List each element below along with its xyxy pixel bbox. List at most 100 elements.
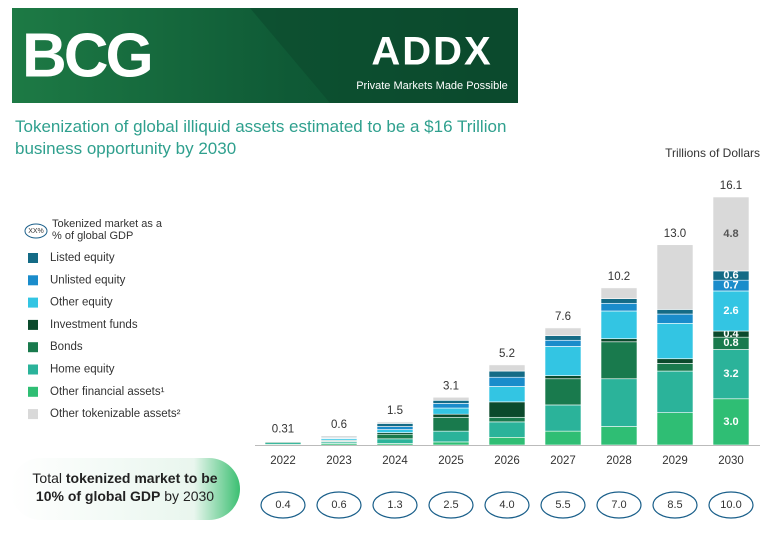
- bar-segment: [657, 363, 693, 371]
- legend-label: Other tokenizable assets²: [50, 408, 181, 420]
- total-label: 0.6: [331, 419, 347, 431]
- callout-line2: 10% of global GDP by 2030: [36, 488, 214, 504]
- x-tick-label: 2025: [438, 455, 464, 467]
- bar-segment: [377, 430, 413, 433]
- bar-segment: [433, 403, 469, 408]
- callout-bold: 10% of global GDP: [36, 488, 160, 504]
- x-tick-label: 2022: [270, 455, 296, 467]
- gdp-legend-icon-text: XX%: [28, 228, 44, 235]
- segment-label: 4.8: [723, 228, 738, 240]
- gdp-label: 8.5: [667, 499, 682, 511]
- bar-segment: [377, 434, 413, 439]
- bar-segment: [601, 342, 637, 379]
- bar-segment: [601, 311, 637, 339]
- legend-swatch: [28, 409, 38, 419]
- bcg-logo: BCG: [22, 21, 151, 90]
- legend-swatch: [28, 320, 38, 330]
- total-label: 5.2: [499, 348, 515, 360]
- bar-segment: [433, 417, 469, 431]
- legend-swatch: [28, 275, 38, 285]
- legend-label: Unlisted equity: [50, 274, 126, 286]
- legend-label: Investment funds: [50, 319, 138, 331]
- bar-segment: [657, 314, 693, 323]
- bar-segment: [545, 328, 581, 336]
- bar-segment: [433, 408, 469, 414]
- bar-segment: [489, 402, 525, 417]
- bar-segment: [545, 346, 581, 375]
- gdp-label: 7.0: [611, 499, 626, 511]
- bar-segment: [545, 336, 581, 341]
- bar-segment: [433, 442, 469, 445]
- callout-text: by 2030: [160, 488, 214, 504]
- legend-swatch: [28, 365, 38, 375]
- total-label: 10.2: [608, 271, 630, 283]
- bar-segment: [601, 303, 637, 311]
- gdp-label: 1.3: [387, 499, 402, 511]
- bar-segment: [545, 405, 581, 431]
- callout-line1: Total tokenized market to be: [32, 470, 217, 486]
- bar-segment: [321, 436, 357, 438]
- chart-title: Tokenization of global illiquid assets e…: [15, 117, 506, 158]
- gdp-label: 2.5: [443, 499, 458, 511]
- x-tick-label: 2028: [606, 455, 632, 467]
- total-label: 1.5: [387, 405, 403, 417]
- bar-segment: [377, 439, 413, 444]
- x-tick-label: 2026: [494, 455, 520, 467]
- legend-label: Listed equity: [50, 252, 115, 264]
- callout-text: Total: [32, 470, 65, 486]
- bar-segment: [545, 340, 581, 346]
- gdp-label: 4.0: [499, 499, 514, 511]
- bar-segment: [377, 423, 413, 426]
- bar-segment: [545, 379, 581, 405]
- bar-segment: [657, 371, 693, 413]
- x-tick-label: 2023: [326, 455, 352, 467]
- segment-label: 3.0: [723, 416, 738, 428]
- x-tick-label: 2029: [662, 455, 688, 467]
- bar-segment: [545, 431, 581, 445]
- legend-label: Other equity: [50, 297, 113, 309]
- total-label: 3.1: [443, 380, 459, 392]
- bar-segment: [433, 397, 469, 400]
- bar-segment: [657, 323, 693, 358]
- bar-segment: [489, 377, 525, 386]
- segment-label: 2.6: [723, 305, 738, 317]
- total-label: 7.6: [555, 311, 571, 323]
- bar-segment: [489, 437, 525, 445]
- bar-segment: [433, 431, 469, 442]
- bar-segment: [601, 427, 637, 445]
- legend-swatch: [28, 342, 38, 352]
- bar-segment: [377, 427, 413, 430]
- total-label: 16.1: [720, 180, 742, 192]
- bar-segment: [433, 400, 469, 403]
- callout-bold: tokenized market to be: [66, 470, 218, 486]
- legend-label: Other financial assets¹: [50, 386, 165, 398]
- unit-label: Trillions of Dollars: [665, 146, 760, 160]
- legend-label: Bonds: [50, 341, 83, 353]
- bar-segment: [489, 417, 525, 422]
- bar-segment: [657, 413, 693, 445]
- bar-segment: [545, 376, 581, 379]
- addx-logo: ADDX: [371, 30, 492, 74]
- bar-segment: [489, 371, 525, 377]
- x-tick-label: 2027: [550, 455, 576, 467]
- bar-segment: [601, 288, 637, 299]
- legend-swatch: [28, 298, 38, 308]
- gdp-legend-text: Tokenized market as a% of global GDP: [52, 218, 163, 242]
- bar-segment: [489, 422, 525, 437]
- gdp-label: 10.0: [720, 499, 741, 511]
- total-label: 0.31: [272, 423, 294, 435]
- bar-segment: [601, 339, 637, 342]
- bar-segment: [601, 299, 637, 304]
- x-tick-label: 2024: [382, 455, 408, 467]
- bar-segment: [657, 245, 693, 310]
- legend-swatch: [28, 253, 38, 263]
- tagline: Private Markets Made Possible: [356, 80, 508, 92]
- bar-segment: [657, 309, 693, 314]
- bar-segment: [601, 379, 637, 427]
- gdp-label: 0.6: [331, 499, 346, 511]
- total-label: 13.0: [664, 228, 686, 240]
- gdp-label: 5.5: [555, 499, 570, 511]
- segment-label: 0.6: [723, 269, 738, 281]
- bar-segment: [433, 414, 469, 417]
